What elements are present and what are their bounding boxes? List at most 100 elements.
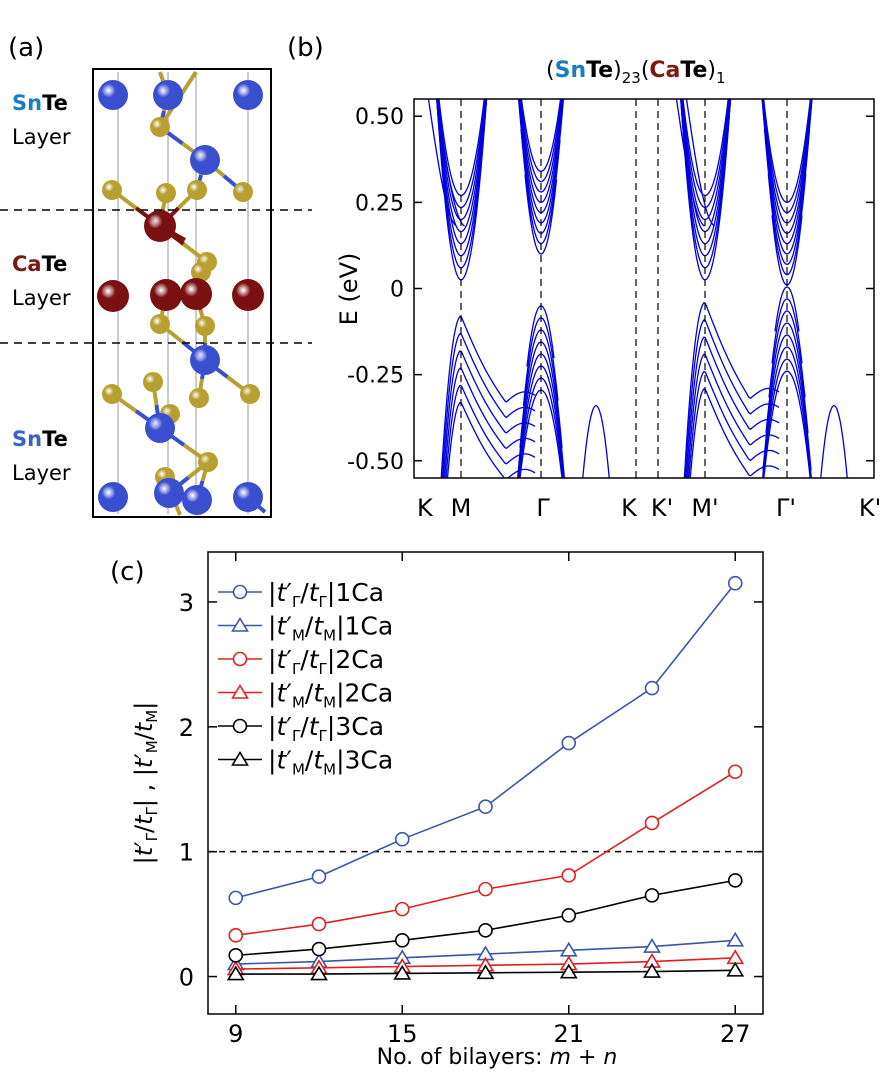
panel-b-band-structure: (b) (SnTe)23(CaTe)1 0.500.250-0.25-0.50 … xyxy=(287,33,881,522)
band-y-tick-label: 0.50 xyxy=(355,105,404,130)
band-y-ticks: 0.50 0.25 0 -0.25 -0.50 xyxy=(347,105,874,475)
layer-label-bottom-word: Layer xyxy=(12,461,71,485)
data-point xyxy=(561,735,577,751)
sn-atom xyxy=(182,485,212,515)
band-line xyxy=(427,99,457,227)
legend-label: |t′M/tM|1Ca xyxy=(268,612,393,645)
panel-c-label: (c) xyxy=(110,557,145,587)
ca-atom xyxy=(144,210,176,242)
legend-label: |t′Γ/tΓ|2Ca xyxy=(268,645,384,678)
data-point xyxy=(476,964,495,980)
legend-marker xyxy=(232,584,248,600)
data-point xyxy=(226,965,245,981)
data-point xyxy=(478,799,493,815)
high-symmetry-lines xyxy=(460,99,788,478)
data-point xyxy=(644,815,660,831)
band-line xyxy=(774,286,800,332)
band-y-tick-label: -0.25 xyxy=(347,364,404,389)
band-line xyxy=(440,315,536,478)
ca-atom xyxy=(180,278,212,310)
band-line xyxy=(763,370,811,478)
band-line xyxy=(687,353,780,478)
band-x-tick-label: Γ xyxy=(536,494,550,522)
data-point xyxy=(311,916,327,932)
layer-label-top-word: Layer xyxy=(12,125,71,149)
band-line xyxy=(762,99,812,204)
data-point xyxy=(643,938,661,953)
band-y-tick-label: 0.25 xyxy=(355,191,404,216)
band-line xyxy=(767,173,807,276)
data-point xyxy=(726,949,745,965)
legend-entry: |t′Γ/tΓ|1Ca xyxy=(218,578,384,611)
band-x-ticks: K M Γ K K' M' Γ' K' xyxy=(417,494,881,522)
series-line xyxy=(235,771,736,937)
te-atom xyxy=(189,388,209,408)
band-line xyxy=(820,404,848,478)
band-y-tick-label: -0.50 xyxy=(347,450,404,475)
data-point xyxy=(478,923,493,938)
panel-a-crystal-structure: (a) SnTe Layer CaTe Layer SnTe Layer xyxy=(0,33,312,518)
legend-marker xyxy=(231,616,249,632)
data-point xyxy=(311,941,327,957)
series-gamma-2ca xyxy=(228,764,743,943)
band-x-tick-label: K xyxy=(621,494,638,522)
ratio-x-tick-label: 27 xyxy=(720,1020,751,1048)
data-point xyxy=(228,890,244,906)
te-atom xyxy=(150,314,170,334)
te-atom xyxy=(156,183,176,203)
band-x-tick-label: K' xyxy=(651,494,673,522)
band-line xyxy=(682,99,729,197)
band-line xyxy=(765,322,809,434)
ca-atom xyxy=(232,279,264,311)
data-point xyxy=(394,831,410,847)
ratio-legend: |t′Γ/tΓ|1Ca|t′M/tM|1Ca|t′Γ/tΓ|2Ca |t′M/tM… xyxy=(218,578,393,779)
band-line xyxy=(675,99,705,227)
data-point xyxy=(644,888,660,903)
band-line xyxy=(683,301,780,478)
data-point xyxy=(561,868,577,883)
ratio-series xyxy=(226,575,745,981)
data-point xyxy=(726,931,745,947)
data-point xyxy=(559,963,578,979)
ratio-y-axis-label: |t′Γ/tΓ| , |t′M/tM| xyxy=(130,702,161,865)
panel-b-label: (b) xyxy=(287,33,324,63)
band-line xyxy=(518,99,564,204)
band-line xyxy=(768,310,806,398)
ratio-y-tick-label: 0 xyxy=(179,964,194,992)
band-line xyxy=(685,99,715,227)
te-atom xyxy=(198,452,218,472)
layer-label-middle-word: Layer xyxy=(12,286,71,310)
band-line xyxy=(520,99,562,173)
sn-atom xyxy=(190,145,220,175)
panel-b-title: (SnTe)23(CaTe)1 xyxy=(546,58,726,87)
te-atom xyxy=(143,372,163,392)
legend-marker xyxy=(232,651,248,667)
band-line xyxy=(519,389,563,478)
band-x-tick-label: M' xyxy=(691,494,718,522)
band-line xyxy=(771,298,803,364)
data-point xyxy=(228,948,244,963)
svg-text:|t′Γ/tΓ| , |t′M/tM|: |t′Γ/tΓ| , |t′M/tM| xyxy=(130,702,161,865)
band-line xyxy=(684,319,780,478)
ratio-y-tick-label: 1 xyxy=(179,839,194,867)
legend-label: |t′Γ/tΓ|3Ca xyxy=(268,712,384,745)
band-line xyxy=(446,401,536,478)
band-y-axis-label: E (eV) xyxy=(335,253,363,326)
te-atom xyxy=(191,262,211,282)
legend-entry: |t′M/tM|3Ca xyxy=(218,746,393,779)
band-line xyxy=(444,367,536,478)
band-line xyxy=(689,387,780,478)
data-point xyxy=(727,873,743,888)
crystal-structure-image xyxy=(97,70,267,516)
data-point xyxy=(393,964,412,980)
band-line xyxy=(438,99,485,197)
band-x-tick-label: M xyxy=(451,494,472,522)
data-point xyxy=(394,901,410,917)
band-line xyxy=(435,99,465,227)
te-atom xyxy=(102,180,122,200)
te-atom xyxy=(195,316,215,336)
legend-marker xyxy=(231,683,249,699)
data-point xyxy=(643,962,661,978)
